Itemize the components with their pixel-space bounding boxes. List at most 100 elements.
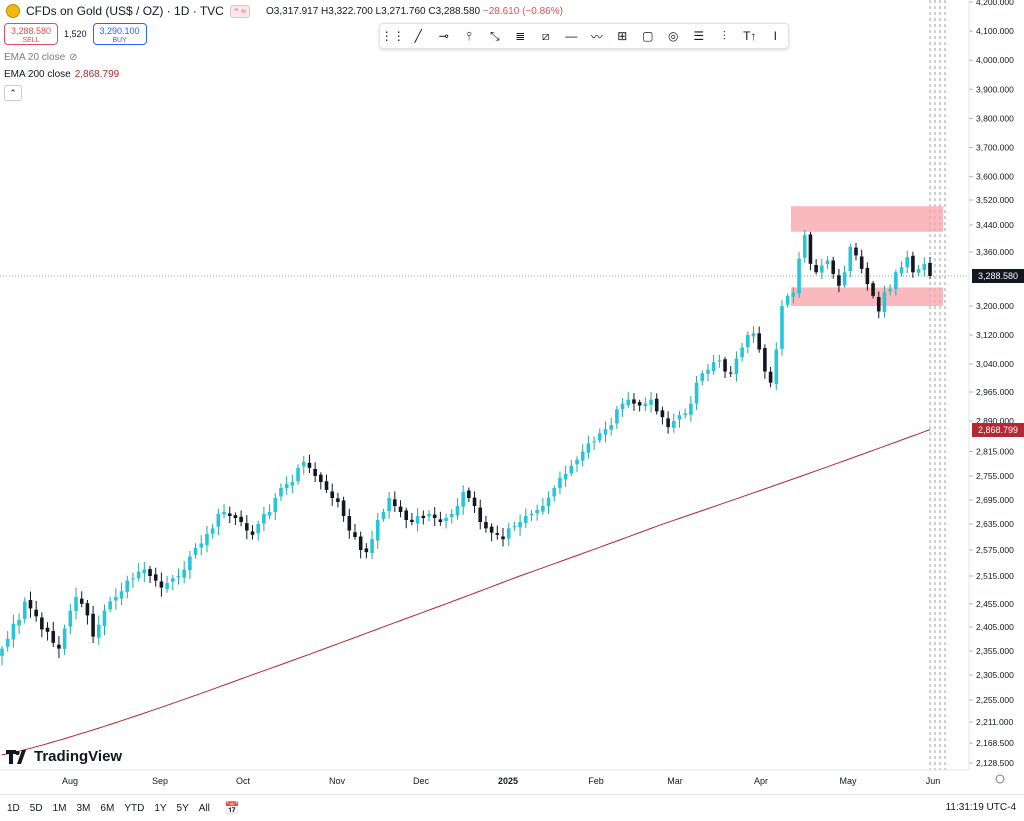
settings-icon[interactable] [995,774,1005,784]
candle-down [307,462,312,468]
ema-price-label: 2,868.799 [972,423,1024,437]
candle-up [802,235,807,258]
price-tick-label: 2,635.000 [976,519,1014,529]
timeframe-6m[interactable]: 6M [100,802,115,814]
candle-up [273,498,278,513]
candle-down [831,260,836,274]
candle-up [290,482,295,486]
candle-down [319,474,323,482]
candle-up [296,467,300,482]
symbol-header: CFDs on Gold (US$ / OZ) · 1D · TVC ⁼ ≈ O… [6,4,563,18]
candle-up [848,246,853,272]
ohlc-values: O3,317.917 H3,322.700 L3,271.760 C3,288.… [266,6,563,17]
rectangle-icon[interactable]: ▢ [642,29,654,43]
date-range-icon[interactable]: 📅 [224,801,240,815]
fib-extension-icon[interactable]: ⫶ [722,28,726,43]
timeframe-1d[interactable]: 1D [7,802,20,814]
pitchfork-icon[interactable]: ⤡ [489,28,500,43]
ema20-label: EMA 20 close [4,52,66,63]
text-icon[interactable]: T↑ [743,29,757,43]
candle-down [768,371,773,383]
candle-up [672,421,676,428]
timeframe-5y[interactable]: 5Y [176,802,189,814]
candle-down [871,283,875,296]
collapse-legend-button[interactable]: ⌃ [4,85,22,101]
sell-label: SELL [22,37,40,44]
candle-up [68,610,73,627]
candle-up [535,510,539,514]
candle-up [375,520,380,541]
candle-down [227,513,232,516]
candle-down [250,531,255,535]
candle-up [894,272,898,289]
candle-down [660,410,665,418]
support-zone[interactable] [791,287,943,306]
candle-up [262,514,266,524]
candle-down [723,359,727,372]
quantity[interactable]: 1,520 [64,29,87,39]
candle-down [148,569,152,576]
horizontal-line-icon[interactable]: — [565,29,578,43]
candle-up [552,488,557,497]
candle-up [216,514,221,527]
candle-up [387,498,391,512]
candle-up [455,506,460,516]
eye-hidden-icon[interactable]: ⊘ [69,52,78,63]
timeframe-1m[interactable]: 1M [52,802,67,814]
symbol-title[interactable]: CFDs on Gold (US$ / OZ) · 1D · TVC [26,4,224,18]
candle-down [79,598,84,604]
candle-up [597,433,602,441]
resistance-zone[interactable] [791,206,943,232]
fib-retracement-icon[interactable]: ☰ [693,29,705,43]
drag-handle-icon[interactable]: ⋮⋮ [380,29,405,43]
candle-down [45,627,50,632]
pattern-icon[interactable]: 〰 [590,29,603,44]
candle-up [96,624,101,638]
candle-down [245,523,249,531]
candle-up [74,596,78,611]
timeframe-ytd[interactable]: YTD [124,802,145,814]
candle-up [62,628,67,649]
indicator-ema200[interactable]: EMA 200 close 2,868.799 [4,69,119,80]
ema-200-line [1,429,931,756]
candle-down [467,490,471,498]
price-tick-label: 2,755.000 [976,471,1014,481]
grid [0,0,969,770]
candle-down [233,515,238,518]
candle-down [91,613,95,637]
price-tick-label: 2,211.000 [976,717,1013,727]
measure-icon[interactable]: I [773,29,777,43]
trend-line-icon[interactable]: ╱ [414,29,422,43]
timeframe-all[interactable]: All [198,802,210,814]
candle-up [620,403,625,410]
timeframe-5d[interactable]: 5D [29,802,43,814]
candle-up [370,539,374,554]
candle-up [193,547,198,555]
price-tick-label: 4,000.000 [976,55,1014,65]
candle-up [842,272,847,286]
flat-top-icon[interactable]: ⧄ [541,28,550,43]
buy-button[interactable]: 3,290.100 BUY [92,23,147,45]
clock[interactable]: 11:31:19 UTC-4 [945,802,1016,813]
candle-up [689,403,693,415]
indicator-ema20[interactable]: EMA 20 close ⊘ [4,52,78,63]
price-tick-label: 2,815.000 [976,447,1014,457]
parallel-channel-icon[interactable]: ≣ [515,29,526,43]
time-tick-label: Sep [152,776,168,786]
candle-up [427,514,431,517]
candle-up [888,289,892,292]
sell-button[interactable]: 3,288.580 SELL [4,23,58,45]
timeframe-1y[interactable]: 1Y [154,802,167,814]
compare-icon[interactable]: ⁼ ≈ [229,4,251,18]
candle-down [85,603,90,616]
timeframe-3m[interactable]: 3M [76,802,91,814]
vertical-line-icon[interactable]: ⫯ [466,28,472,43]
circle-icon[interactable]: ◎ [668,29,679,43]
candle-down [40,617,44,630]
horizontal-ray-icon[interactable]: ⊸ [438,29,449,43]
candle-up [609,425,613,430]
candle-down [865,267,870,285]
crosshair-grid-icon[interactable]: ⊞ [617,29,628,43]
price-tick-label: 3,360.000 [976,247,1014,257]
